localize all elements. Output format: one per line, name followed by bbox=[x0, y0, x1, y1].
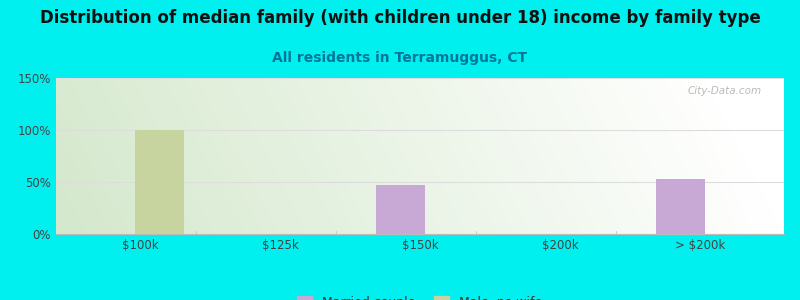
Text: City-Data.com: City-Data.com bbox=[688, 86, 762, 96]
Text: All residents in Terramuggus, CT: All residents in Terramuggus, CT bbox=[273, 51, 527, 65]
Text: Distribution of median family (with children under 18) income by family type: Distribution of median family (with chil… bbox=[40, 9, 760, 27]
Bar bbox=[656, 179, 706, 234]
Bar bbox=[376, 185, 426, 234]
Legend: Married couple, Male, no wife: Married couple, Male, no wife bbox=[292, 290, 548, 300]
Bar bbox=[134, 130, 184, 234]
